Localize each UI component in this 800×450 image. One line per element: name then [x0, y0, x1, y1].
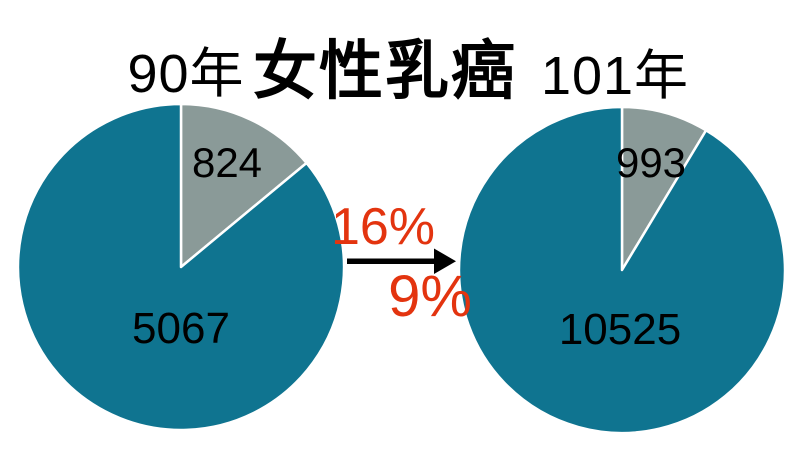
pie-slice [620, 105, 708, 272]
year-label-90: 90年 [127, 44, 245, 104]
slice-value-10525: 10525 [558, 305, 682, 354]
slice-value-824: 824 [191, 139, 263, 186]
page-title: 女性乳癌 [253, 35, 517, 107]
increase-arrow-icon [347, 248, 456, 274]
pie-slice [457, 105, 787, 435]
slice-value-5067: 5067 [132, 304, 230, 353]
slice-value-993: 993 [615, 139, 687, 186]
percent-annotation-bottom: 9% [388, 264, 472, 329]
pie-slice [179, 102, 308, 269]
pie-year-101 [457, 105, 787, 435]
year-label-101: 101年 [540, 46, 690, 106]
pie-slice [16, 102, 346, 432]
percent-annotation-top: 16% [330, 198, 436, 256]
pie-year-90 [16, 102, 346, 432]
